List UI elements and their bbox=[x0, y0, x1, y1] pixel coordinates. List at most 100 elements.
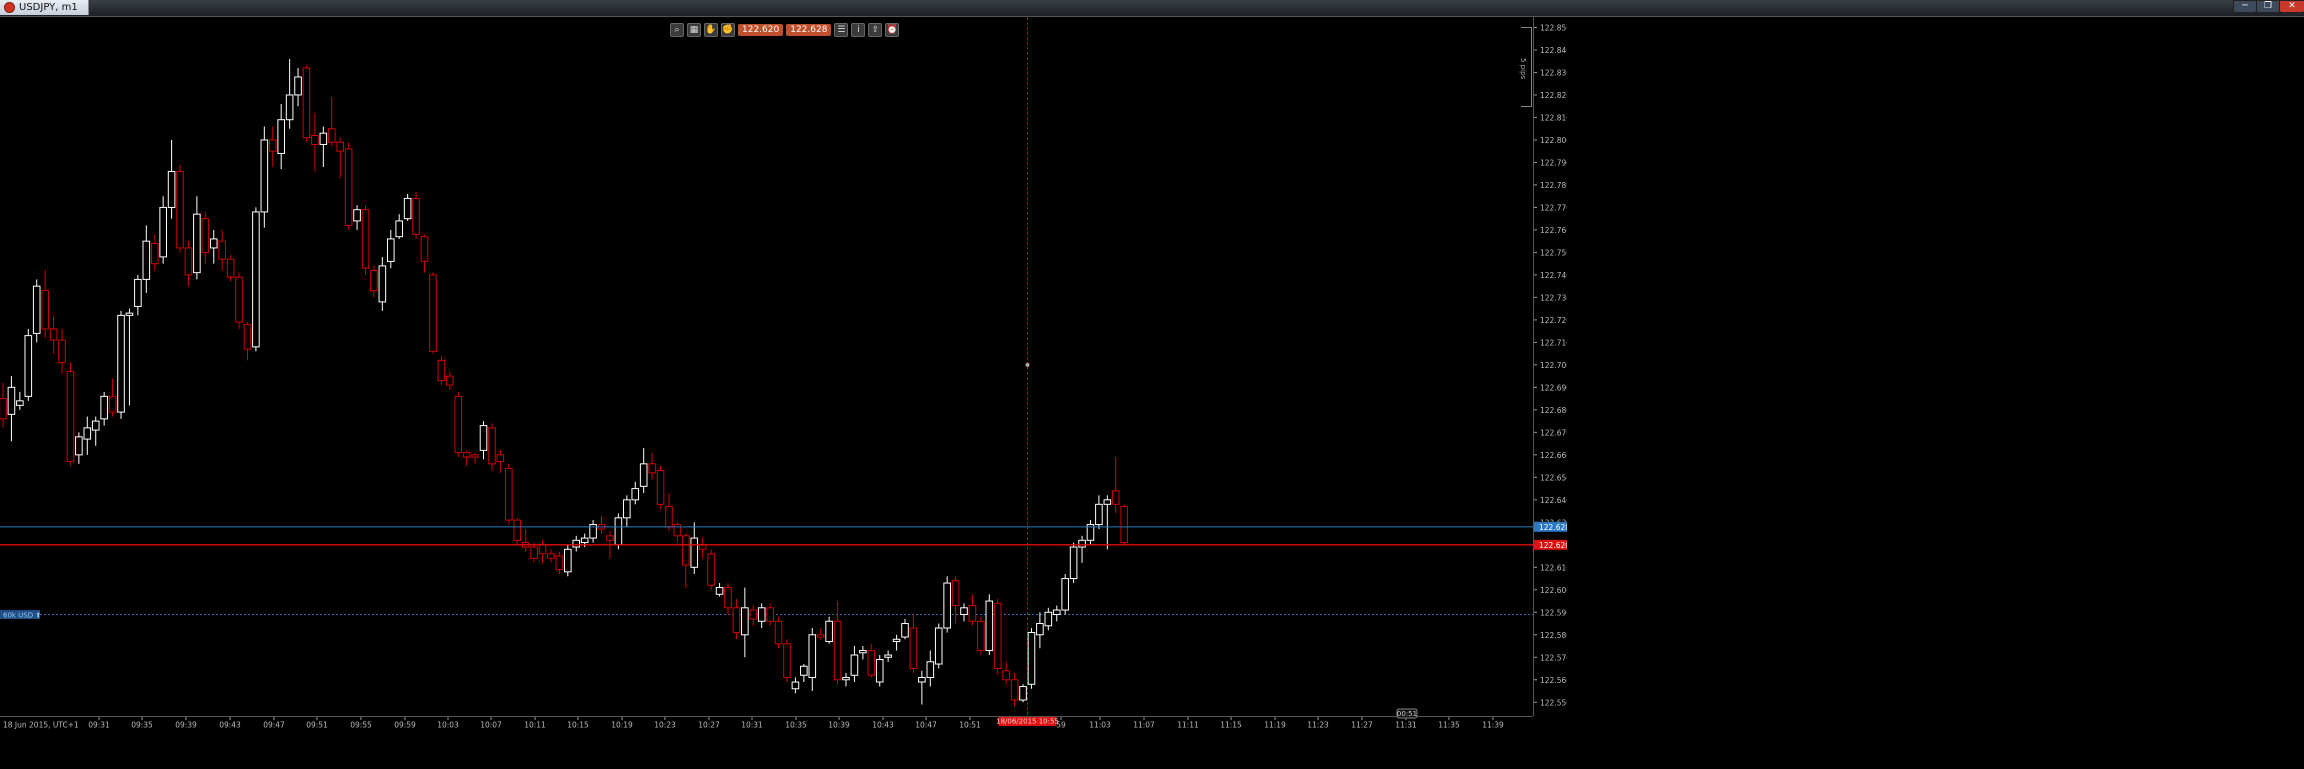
time-tick-label: 11:15 bbox=[1220, 721, 1242, 730]
candle-body bbox=[808, 634, 817, 679]
time-tick-label: 09:31 bbox=[88, 721, 110, 730]
candle-body bbox=[926, 661, 935, 679]
candle bbox=[454, 391, 463, 458]
candle bbox=[934, 623, 943, 669]
candle-body bbox=[260, 139, 269, 213]
price-tick-label: 122.810 bbox=[1540, 113, 1567, 122]
candle-body bbox=[1095, 503, 1103, 526]
candle-body bbox=[184, 247, 193, 276]
candle-body bbox=[842, 677, 850, 681]
candle bbox=[572, 535, 581, 552]
candle-body bbox=[395, 220, 404, 238]
time-axis-labels: 18 Jun 2015, UTC+1 09:31 09:35 09:39 09:43 09… bbox=[3, 708, 1504, 730]
candle bbox=[108, 378, 117, 417]
candle-body bbox=[193, 213, 201, 274]
minimize-button[interactable]: ─ bbox=[2233, 0, 2257, 13]
candle bbox=[825, 616, 833, 644]
candle-body bbox=[243, 323, 252, 350]
candle-body bbox=[783, 643, 791, 679]
zoom-icon[interactable]: ⌕ bbox=[670, 23, 684, 37]
candle bbox=[538, 540, 547, 563]
candle bbox=[943, 576, 951, 633]
hand-icon[interactable]: ✋ bbox=[704, 23, 718, 37]
restore-button[interactable]: ❐ bbox=[2256, 0, 2280, 13]
candle bbox=[1061, 574, 1069, 615]
candle bbox=[614, 513, 623, 550]
candle bbox=[715, 583, 724, 597]
candle bbox=[555, 551, 564, 575]
candle-body bbox=[268, 139, 277, 152]
countdown-tag: 00:51 bbox=[1396, 708, 1418, 719]
candle bbox=[1019, 684, 1027, 703]
hand-stop-icon[interactable]: ✊ bbox=[721, 23, 735, 37]
candle bbox=[968, 594, 977, 626]
candle-body bbox=[589, 524, 597, 539]
candle-body bbox=[91, 420, 100, 431]
price-axis[interactable]: 122.850 122.840 122.830 122.820 122.810 122.8… bbox=[1533, 17, 1571, 716]
price-axis-labels: 122.850 122.840 122.830 122.820 122.810 122.8… bbox=[1534, 23, 1571, 707]
ask-price-tag-bg bbox=[1534, 521, 1567, 532]
crosshair-time-tag-bg bbox=[998, 717, 1057, 726]
candle bbox=[462, 450, 471, 467]
price-tick-label: 122.770 bbox=[1540, 203, 1567, 212]
candlestick-chart[interactable]: 60k USD ⬆ bbox=[0, 17, 1533, 716]
price-tick-label: 122.560 bbox=[1540, 676, 1567, 685]
time-tick-label: 10:23 bbox=[654, 721, 676, 730]
ask-price-label: 122.628 bbox=[1539, 523, 1567, 532]
objects-icon[interactable]: ☰ bbox=[834, 23, 849, 37]
candle bbox=[176, 164, 184, 253]
candle-body bbox=[867, 650, 876, 676]
candle-body bbox=[690, 537, 699, 568]
time-axis[interactable]: 18 Jun 2015, UTC+1 09:31 09:35 09:39 09:43 09… bbox=[0, 708, 1533, 769]
price-tick-label: 122.580 bbox=[1540, 631, 1567, 640]
time-tick-label: 11:07 bbox=[1133, 721, 1155, 730]
candle bbox=[302, 65, 311, 143]
info-icon[interactable]: i bbox=[851, 23, 866, 37]
window-tab[interactable]: USDJPY, m1 bbox=[0, 0, 89, 15]
template-icon[interactable]: ▦ bbox=[687, 23, 701, 37]
close-button[interactable]: ✕ bbox=[2279, 0, 2304, 13]
buy-price-button[interactable]: 122.628 bbox=[786, 24, 832, 36]
time-tick-label: 09:43 bbox=[219, 721, 241, 730]
ask-price-tag: 122.628 bbox=[1534, 521, 1570, 532]
candle bbox=[993, 598, 1002, 676]
chart-plot-area[interactable]: 60k USD ⬆ bbox=[0, 17, 1533, 716]
share-icon[interactable]: ⇪ bbox=[868, 23, 883, 37]
crosshair-time-label: 18/06/2015 10:55 bbox=[996, 718, 1059, 726]
candle-body bbox=[142, 240, 151, 280]
candle bbox=[370, 265, 378, 298]
time-tick-label: 09:51 bbox=[306, 721, 328, 730]
time-tick-label: 11:03 bbox=[1089, 721, 1111, 730]
candle bbox=[445, 371, 454, 390]
candle bbox=[75, 432, 83, 464]
price-tick-label: 122.710 bbox=[1540, 338, 1567, 347]
time-tick-label: 10:27 bbox=[698, 721, 720, 730]
candle-body bbox=[606, 535, 614, 541]
candle bbox=[134, 274, 142, 316]
candle-body bbox=[361, 209, 370, 269]
time-tick-label: 10:03 bbox=[437, 721, 459, 730]
alarm-icon[interactable]: ⏰ bbox=[885, 23, 900, 37]
candle-body bbox=[968, 605, 977, 622]
candle-body bbox=[530, 546, 538, 559]
candle bbox=[859, 646, 867, 660]
time-tick-label: 11:35 bbox=[1438, 721, 1460, 730]
price-tick-label: 122.780 bbox=[1540, 181, 1567, 190]
bid-price-label: 122.620 bbox=[1539, 541, 1567, 550]
candle-body bbox=[75, 436, 83, 456]
candle-body bbox=[100, 395, 108, 420]
candle-body bbox=[437, 359, 446, 382]
candle-body bbox=[614, 517, 623, 546]
sell-price-button[interactable]: 122.620 bbox=[738, 24, 784, 36]
candle-body bbox=[741, 607, 749, 636]
time-tick-label: 09:35 bbox=[131, 721, 153, 730]
price-tick-label: 122.680 bbox=[1540, 406, 1567, 415]
candle-body bbox=[977, 620, 985, 652]
candle-body bbox=[7, 386, 16, 415]
candle-body bbox=[386, 238, 395, 262]
candle bbox=[311, 112, 319, 172]
candle bbox=[850, 646, 859, 683]
time-tick-label: 18 Jun 2015, UTC+1 bbox=[3, 721, 79, 730]
candle-body bbox=[833, 620, 842, 681]
candle bbox=[41, 270, 49, 338]
